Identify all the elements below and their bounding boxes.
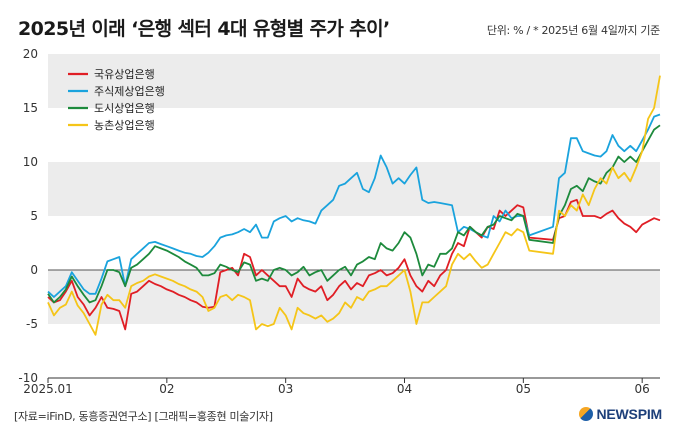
y-tick-label: 10 xyxy=(23,155,38,169)
y-tick-label: 5 xyxy=(30,209,38,223)
chart-title: 2025년 이래 ‘은행 섹터 4대 유형별 주가 추이’ xyxy=(18,18,390,40)
legend-label: 주식제상업은행 xyxy=(94,85,165,98)
newspim-logo-text: NEWSPIM xyxy=(596,406,663,422)
legend-label: 도시상업은행 xyxy=(94,102,155,115)
series-line xyxy=(47,113,661,298)
legend-label: 국유상업은행 xyxy=(94,68,155,81)
y-tick-label: 15 xyxy=(23,101,38,115)
unit-note: 단위: % / * 2025년 6월 4일까지 기준 xyxy=(486,24,660,37)
grid-band xyxy=(48,54,660,108)
x-tick-label: 02 xyxy=(159,382,174,396)
series-lines xyxy=(47,75,661,336)
x-tick-label: 03 xyxy=(278,382,293,396)
x-tick-label: 2025.01 xyxy=(23,382,73,396)
y-tick-label: -10 xyxy=(18,371,38,385)
x-tick-label: 04 xyxy=(397,382,412,396)
y-tick-label: 20 xyxy=(23,47,38,61)
y-tick-label: -5 xyxy=(26,317,38,331)
x-tick-label: 05 xyxy=(516,382,531,396)
x-tick-label: 06 xyxy=(635,382,650,396)
newspim-logo-icon xyxy=(578,407,593,421)
grid-band xyxy=(48,270,660,324)
y-tick-label: 0 xyxy=(30,263,38,277)
newspim-logo: NEWSPIM xyxy=(578,404,663,424)
series-line xyxy=(47,75,661,336)
legend-label: 농촌상업은행 xyxy=(94,119,155,132)
source-caption: [자료=iFinD, 동흥증권연구소] [그래픽=홍종현 미술기자] xyxy=(14,410,273,423)
series-line xyxy=(47,198,661,331)
grid-bands xyxy=(48,54,660,324)
